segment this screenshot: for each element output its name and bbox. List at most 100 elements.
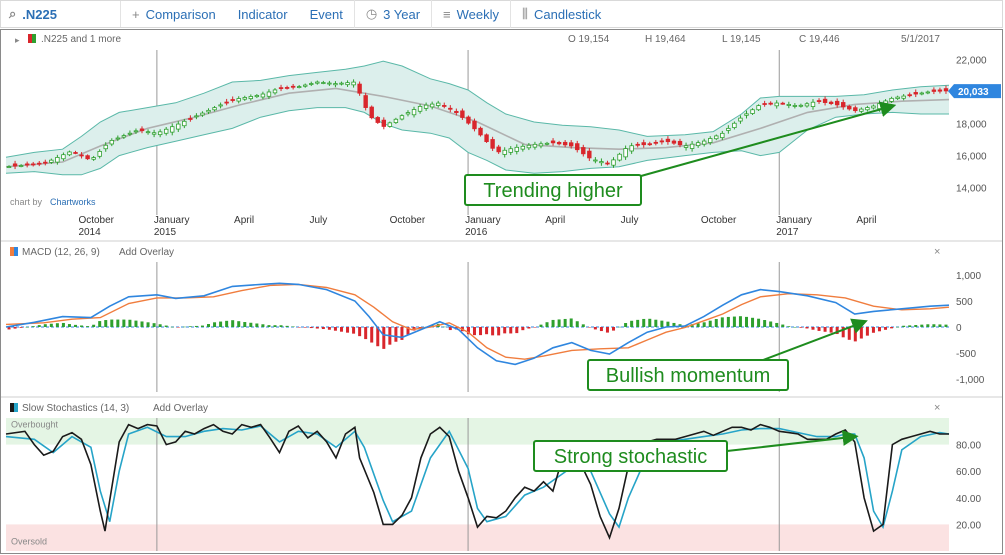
stoch-label[interactable]: Slow Stochastics (14, 3): [22, 403, 129, 414]
candle-body: [816, 100, 822, 102]
symbol-search[interactable]: ⌕ .N225: [1, 1, 121, 27]
macd-histogram-bar: [859, 327, 863, 339]
macd-swatch-a: [10, 247, 14, 256]
range-button[interactable]: ◷ 3 Year: [355, 1, 431, 27]
style-button[interactable]: ⫼ Candlestick: [511, 1, 612, 27]
candle-body: [925, 91, 931, 94]
macd-histogram-bar: [110, 319, 114, 327]
candle-body: [43, 161, 48, 164]
macd-histogram-bar: [358, 327, 362, 337]
x-tick-year: 2017: [776, 227, 799, 238]
macd-histogram-bar: [545, 322, 549, 327]
candle-body: [756, 105, 761, 111]
bollinger-band-fill: [6, 61, 949, 175]
close-value: C 19,446: [799, 34, 840, 45]
macd-histogram-bar: [146, 322, 150, 327]
candle-body: [472, 120, 477, 130]
macd-histogram-bar: [847, 327, 851, 340]
macd-histogram-bar: [648, 318, 652, 327]
macd-add-overlay[interactable]: Add Overlay: [119, 247, 174, 258]
macd-histogram-bar: [472, 327, 476, 336]
macd-label[interactable]: MACD (12, 26, 9): [22, 247, 100, 258]
candle-body: [423, 104, 429, 109]
collapse-icon[interactable]: ▸: [15, 35, 20, 45]
macd-histogram-bar: [605, 327, 609, 333]
candle-body: [399, 115, 405, 120]
stoch-add-overlay[interactable]: Add Overlay: [153, 403, 208, 414]
x-tick-label: January: [154, 215, 190, 226]
credit-brand[interactable]: Chartworks: [50, 197, 96, 207]
macd-histogram-bar: [122, 319, 126, 327]
candle-body: [442, 105, 447, 107]
candle-body: [411, 109, 417, 116]
overbought-zone: [6, 418, 949, 445]
clock-icon: ◷: [365, 6, 378, 21]
macd-histogram-bar: [37, 325, 41, 327]
annotation-momentum-arrow: [757, 318, 868, 363]
candle-body: [460, 110, 465, 118]
comparison-button[interactable]: + Comparison: [121, 1, 227, 27]
candle-body: [466, 116, 471, 124]
macd-histogram-bar: [98, 321, 102, 327]
candle-body: [73, 152, 78, 154]
stoch-close-icon[interactable]: ×: [934, 402, 940, 414]
moving-average-line: [5, 87, 950, 168]
candlestick-icon: ⫼: [522, 6, 528, 21]
candle-body: [248, 96, 254, 100]
candle-body: [859, 108, 864, 112]
x-tick-label: October: [78, 215, 114, 226]
macd-histogram-bar: [503, 327, 507, 334]
interval-button[interactable]: ≡ Weekly: [432, 1, 510, 27]
macd-histogram-bar: [926, 324, 930, 327]
annotation-momentum-text: Bullish momentum: [606, 365, 771, 387]
candle-body: [798, 104, 804, 107]
macd-histogram-bar: [920, 324, 924, 327]
candle-body: [744, 113, 749, 116]
macd-histogram-bar: [763, 320, 767, 327]
macd-histogram-bar: [624, 323, 628, 327]
price-legend[interactable]: .N225 and 1 more: [41, 34, 121, 45]
macd-histogram-bar: [642, 318, 646, 327]
stoch-y-tick: 20.00: [956, 520, 981, 531]
candle-body: [296, 86, 302, 88]
macd-histogram-bar: [213, 322, 217, 327]
candle-body: [79, 154, 84, 157]
candle-body: [568, 142, 574, 147]
macd-histogram-bar: [406, 327, 410, 335]
candle-body: [254, 95, 260, 98]
candle-body: [387, 122, 393, 127]
candle-body: [61, 154, 66, 160]
candle-body: [575, 143, 580, 151]
candle-body: [780, 102, 785, 105]
indicator-button[interactable]: Indicator: [227, 1, 299, 27]
style-label: Candlestick: [534, 6, 602, 22]
price-y-tick: 14,000: [956, 184, 987, 195]
macd-histogram-bar: [86, 326, 90, 327]
macd-histogram-bar: [231, 320, 235, 327]
macd-histogram-bar: [751, 317, 755, 327]
event-button[interactable]: Event: [299, 1, 354, 27]
candle-body: [877, 103, 882, 110]
stoch-d-line: [5, 425, 950, 530]
macd-histogram-bar: [485, 327, 489, 335]
last-price-value: 20,033: [958, 87, 989, 98]
macd-swatch-b: [14, 247, 18, 256]
candle-body: [363, 95, 368, 108]
macd-histogram-bar: [714, 319, 718, 327]
candle-body: [786, 104, 792, 106]
bollinger-lower: [5, 107, 949, 176]
candle-body: [436, 102, 441, 106]
macd-histogram-bar: [237, 321, 241, 327]
candle-body: [333, 83, 338, 86]
candle-body: [67, 151, 72, 156]
candle-body: [381, 119, 387, 127]
candle-body: [871, 105, 876, 109]
macd-close-icon[interactable]: ×: [934, 246, 940, 258]
macd-histogram-bar: [49, 323, 53, 327]
macd-histogram-bar: [219, 321, 223, 327]
candle-body: [732, 122, 737, 129]
interval-label: Weekly: [456, 6, 500, 22]
candle-body: [847, 105, 852, 110]
candle-body: [599, 161, 604, 164]
annotations: Trending higher Bullish momentum Strong st…: [464, 101, 897, 472]
